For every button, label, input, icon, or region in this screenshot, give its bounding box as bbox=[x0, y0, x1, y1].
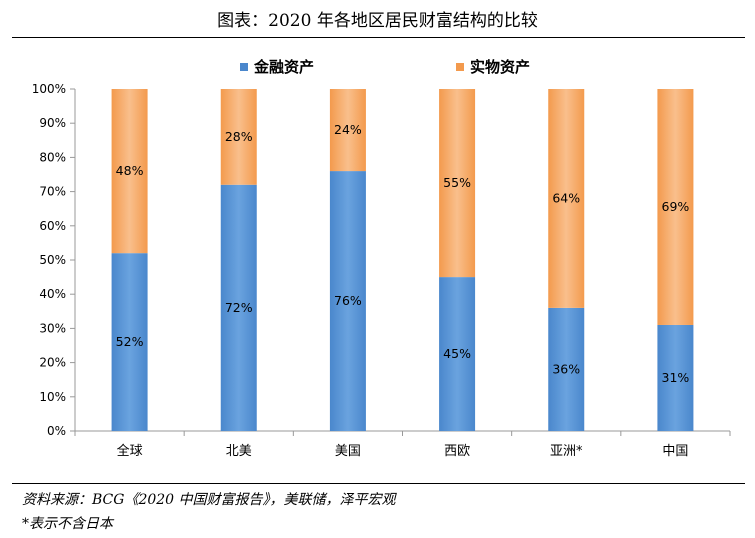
y-tick-label: 20% bbox=[39, 356, 66, 370]
y-tick-label: 30% bbox=[39, 321, 66, 335]
bar-segment bbox=[548, 307, 585, 431]
x-category-label: 西欧 bbox=[444, 444, 470, 459]
footer-divider bbox=[12, 483, 745, 484]
x-category-label: 亚洲* bbox=[550, 444, 583, 459]
bar-segment bbox=[657, 89, 694, 325]
x-category-label: 全球 bbox=[117, 443, 143, 459]
y-tick-label: 90% bbox=[39, 116, 66, 130]
y-tick-label: 60% bbox=[39, 219, 66, 233]
y-tick-label: 70% bbox=[39, 185, 66, 199]
bar-segment bbox=[548, 89, 585, 308]
data-label: 28% bbox=[225, 129, 253, 144]
x-category-label: 北美 bbox=[226, 444, 252, 459]
bar-segment bbox=[439, 89, 476, 278]
bar-segment bbox=[220, 184, 257, 431]
bar-segment bbox=[329, 89, 366, 172]
data-label: 69% bbox=[662, 199, 690, 214]
data-label: 36% bbox=[552, 361, 580, 376]
footnote: *表示不含日本 bbox=[22, 516, 113, 532]
y-tick-label: 100% bbox=[32, 82, 66, 96]
y-tick-label: 0% bbox=[47, 424, 66, 438]
bar-segment bbox=[329, 171, 366, 431]
data-label: 76% bbox=[334, 293, 362, 308]
bar-segment bbox=[111, 253, 148, 431]
y-tick-label: 10% bbox=[39, 390, 66, 404]
data-label: 55% bbox=[443, 175, 471, 190]
chart-title: 图表：2020 年各地区居民财富结构的比较 bbox=[217, 11, 538, 31]
data-label: 24% bbox=[334, 122, 362, 137]
bar-segment bbox=[220, 89, 257, 185]
y-tick-label: 80% bbox=[39, 150, 66, 164]
source-note: 资料来源：BCG《2020 中国财富报告》，美联储，泽平宏观 bbox=[22, 492, 396, 508]
bar-segment bbox=[111, 89, 148, 254]
bar-segment bbox=[439, 277, 476, 431]
data-label: 31% bbox=[662, 370, 690, 385]
y-tick-label: 50% bbox=[39, 253, 66, 267]
data-label: 52% bbox=[116, 334, 144, 349]
legend-swatch bbox=[240, 63, 248, 71]
y-tick-label: 40% bbox=[39, 287, 66, 301]
bar-segment bbox=[657, 324, 694, 431]
data-label: 45% bbox=[443, 346, 471, 361]
legend-label: 实物资产 bbox=[470, 58, 530, 76]
data-label: 48% bbox=[116, 163, 144, 178]
data-label: 64% bbox=[552, 190, 580, 205]
x-category-label: 美国 bbox=[335, 444, 361, 459]
title-divider bbox=[12, 37, 745, 38]
x-category-label: 中国 bbox=[662, 444, 688, 459]
data-label: 72% bbox=[225, 300, 253, 315]
legend-swatch bbox=[456, 63, 464, 71]
legend-label: 金融资产 bbox=[253, 58, 314, 76]
